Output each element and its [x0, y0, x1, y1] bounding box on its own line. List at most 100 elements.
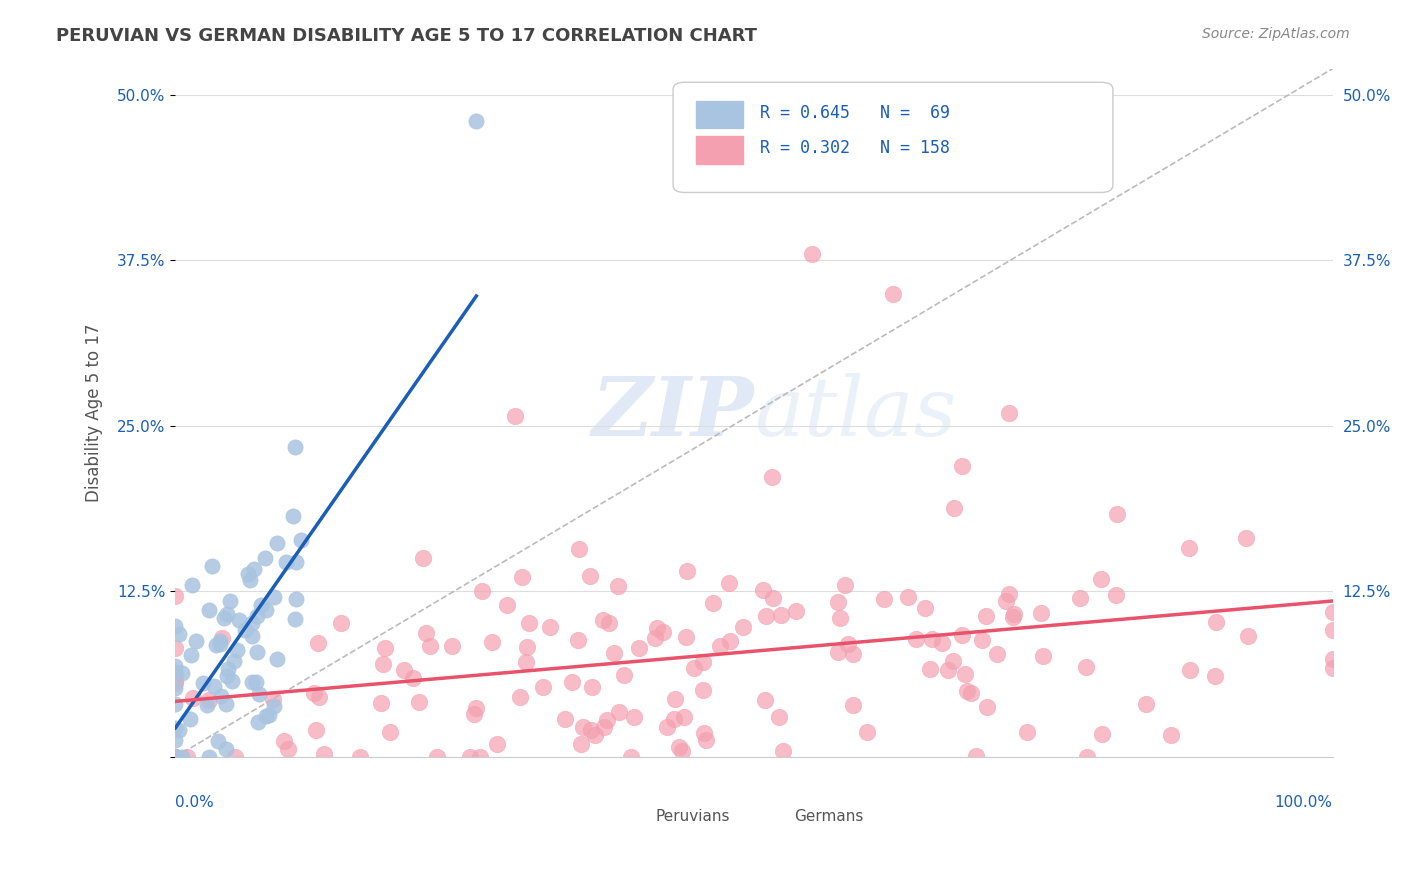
- Point: [772, 744, 794, 758]
- Point: [717, 575, 740, 590]
- Text: 100.0%: 100.0%: [1275, 795, 1333, 810]
- Point: [165, 732, 187, 747]
- Point: [165, 750, 187, 764]
- Point: [263, 591, 285, 605]
- Point: [1322, 652, 1344, 666]
- Bar: [758, 798, 790, 818]
- Point: [402, 671, 425, 685]
- Point: [1076, 659, 1098, 673]
- Point: [254, 603, 277, 617]
- Point: [246, 608, 269, 623]
- Point: [165, 750, 187, 764]
- Point: [224, 750, 246, 764]
- Point: [1160, 728, 1182, 742]
- Point: [165, 721, 187, 735]
- Point: [465, 701, 488, 715]
- Point: [709, 639, 731, 653]
- Point: [675, 564, 697, 578]
- Point: [873, 591, 896, 606]
- Point: [995, 594, 1018, 608]
- Point: [370, 696, 392, 710]
- Point: [970, 633, 993, 648]
- Point: [620, 750, 643, 764]
- Point: [412, 551, 434, 566]
- Text: PERUVIAN VS GERMAN DISABILITY AGE 5 TO 17 CORRELATION CHART: PERUVIAN VS GERMAN DISABILITY AGE 5 TO 1…: [56, 27, 758, 45]
- Point: [1032, 649, 1054, 664]
- Point: [956, 683, 979, 698]
- Point: [841, 698, 863, 713]
- Point: [516, 640, 538, 654]
- Point: [842, 647, 865, 661]
- Point: [702, 596, 724, 610]
- Point: [273, 734, 295, 748]
- Point: [240, 674, 263, 689]
- Text: ZIP: ZIP: [592, 373, 754, 453]
- Point: [193, 675, 215, 690]
- Point: [1069, 591, 1091, 606]
- Point: [827, 645, 849, 659]
- Point: [172, 665, 194, 680]
- Point: [201, 559, 224, 574]
- Point: [942, 500, 965, 515]
- Point: [583, 729, 606, 743]
- Point: [165, 676, 187, 690]
- Point: [931, 636, 953, 650]
- Point: [1031, 606, 1053, 620]
- Point: [242, 561, 264, 575]
- Point: [592, 613, 614, 627]
- Point: [664, 692, 686, 706]
- Point: [828, 610, 851, 624]
- Point: [277, 741, 299, 756]
- Point: [827, 594, 849, 608]
- Point: [165, 750, 187, 764]
- Point: [976, 700, 998, 714]
- Text: 0.0%: 0.0%: [176, 795, 214, 810]
- Point: [581, 681, 603, 695]
- Point: [509, 690, 531, 705]
- Text: R = 0.645   N =  69: R = 0.645 N = 69: [759, 104, 950, 122]
- Point: [834, 578, 856, 592]
- Point: [538, 620, 561, 634]
- Text: Germans: Germans: [794, 809, 863, 823]
- Point: [606, 579, 628, 593]
- Point: [233, 624, 256, 638]
- Point: [1322, 623, 1344, 637]
- Point: [519, 615, 541, 630]
- Point: [225, 643, 247, 657]
- Point: [180, 648, 202, 662]
- Point: [754, 693, 776, 707]
- Point: [198, 603, 221, 617]
- Point: [208, 634, 231, 648]
- Point: [205, 638, 228, 652]
- Point: [567, 633, 589, 648]
- Point: [181, 578, 204, 592]
- Point: [458, 750, 481, 764]
- Point: [307, 635, 329, 649]
- Bar: [609, 798, 641, 818]
- Bar: [696, 101, 742, 128]
- Point: [567, 541, 589, 556]
- Point: [284, 611, 307, 625]
- Point: [214, 742, 236, 756]
- Point: [218, 594, 240, 608]
- Text: R = 0.302   N = 158: R = 0.302 N = 158: [759, 139, 950, 157]
- Point: [1105, 588, 1128, 602]
- Point: [657, 720, 679, 734]
- Text: Peruvians: Peruvians: [655, 809, 730, 823]
- Point: [1090, 572, 1112, 586]
- Point: [1002, 607, 1025, 621]
- Point: [207, 734, 229, 748]
- Point: [581, 723, 603, 738]
- Point: [257, 707, 280, 722]
- Point: [675, 630, 697, 644]
- Point: [695, 732, 717, 747]
- Point: [165, 665, 187, 679]
- Point: [1076, 750, 1098, 764]
- Point: [607, 705, 630, 719]
- Point: [936, 663, 959, 677]
- Point: [855, 725, 877, 739]
- Point: [165, 619, 187, 633]
- Point: [250, 598, 273, 612]
- Point: [751, 582, 773, 597]
- Point: [613, 668, 636, 682]
